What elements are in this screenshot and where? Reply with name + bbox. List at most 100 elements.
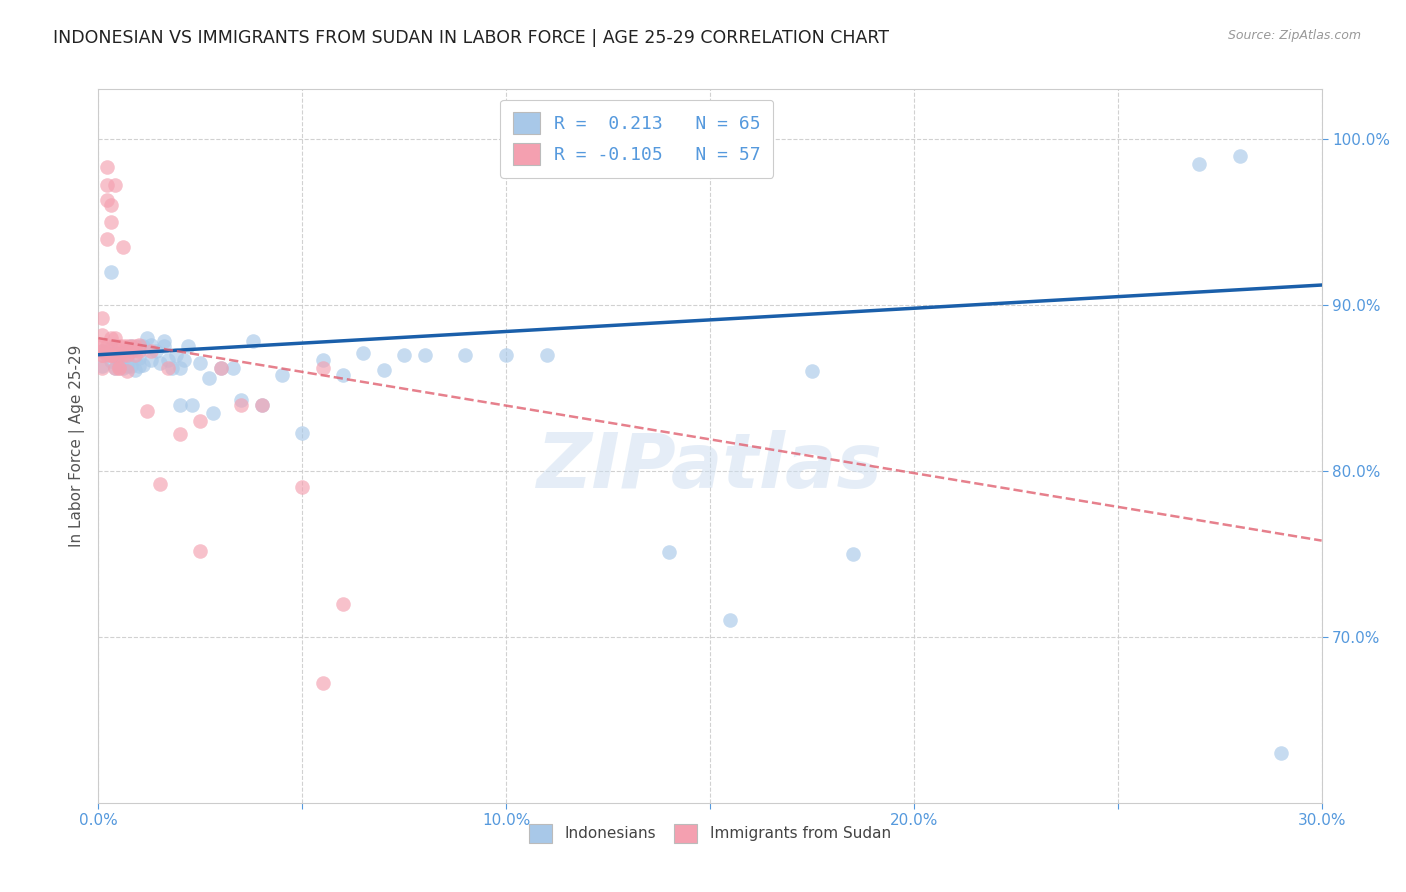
Point [108,339,131,353]
Point [108,361,131,376]
Point [96,160,118,174]
Point [91,338,114,352]
Point [169,427,191,442]
Point [152,339,174,353]
Point [141,338,163,352]
Point [801,364,824,378]
Point [201,406,224,420]
Point [115,364,138,378]
Point [165,348,187,362]
Legend: Indonesians, Immigrants from Sudan: Indonesians, Immigrants from Sudan [523,818,897,848]
Point [100,215,122,229]
Point [156,352,179,367]
Point [132,358,155,372]
Point [104,346,127,360]
Point [96,178,118,193]
Point [91,348,114,362]
Point [312,361,335,376]
Point [115,351,138,365]
Point [536,348,558,362]
Point [128,351,150,365]
Point [136,331,159,345]
Point [231,397,253,411]
Point [495,348,517,362]
Point [111,339,134,353]
Point [312,352,335,367]
Point [104,348,127,362]
Point [100,331,122,345]
Point [188,414,212,428]
Text: ZIPatlas: ZIPatlas [537,431,883,504]
Point [91,348,114,362]
Point [104,331,127,345]
Point [111,344,134,359]
Point [124,339,146,353]
Point [104,178,127,193]
Point [120,339,142,353]
Point [124,348,146,362]
Point [270,368,294,382]
Point [188,543,212,558]
Point [132,339,155,353]
Point [149,356,172,370]
Point [841,547,863,561]
Point [115,348,138,362]
Point [91,344,114,359]
Point [104,361,127,376]
Point [250,397,273,411]
Point [91,361,114,376]
Point [91,344,114,359]
Point [332,597,354,611]
Point [181,397,204,411]
Point [104,339,127,353]
Point [100,354,122,368]
Point [124,343,146,357]
Point [104,361,127,376]
Point [91,339,114,353]
Point [128,339,150,353]
Point [173,352,195,367]
Point [100,341,122,355]
Point [96,348,118,362]
Text: INDONESIAN VS IMMIGRANTS FROM SUDAN IN LABOR FORCE | AGE 25-29 CORRELATION CHART: INDONESIAN VS IMMIGRANTS FROM SUDAN IN L… [53,29,890,46]
Point [115,339,138,353]
Point [128,359,150,374]
Point [128,338,150,352]
Point [111,346,134,360]
Point [96,194,118,208]
Text: Source: ZipAtlas.com: Source: ZipAtlas.com [1227,29,1361,42]
Point [169,397,191,411]
Point [352,346,374,360]
Point [128,344,150,359]
Y-axis label: In Labor Force | Age 25-29: In Labor Force | Age 25-29 [69,345,84,547]
Point [96,346,118,360]
Point [152,334,174,349]
Point [209,361,232,376]
Point [658,545,681,559]
Point [1229,148,1251,162]
Point [413,348,436,362]
Point [332,368,354,382]
Point [145,344,167,359]
Point [373,362,395,376]
Point [242,334,264,349]
Point [120,344,142,359]
Point [1188,157,1211,171]
Point [100,348,122,362]
Point [231,392,253,407]
Point [120,339,142,353]
Point [108,359,131,374]
Point [718,613,742,627]
Point [156,361,179,376]
Point [100,265,122,279]
Point [209,361,232,376]
Point [312,676,335,690]
Point [1270,746,1292,760]
Point [197,371,219,385]
Point [141,344,163,359]
Point [100,348,122,362]
Point [120,359,142,374]
Point [91,311,114,326]
Point [96,231,118,245]
Point [250,397,273,411]
